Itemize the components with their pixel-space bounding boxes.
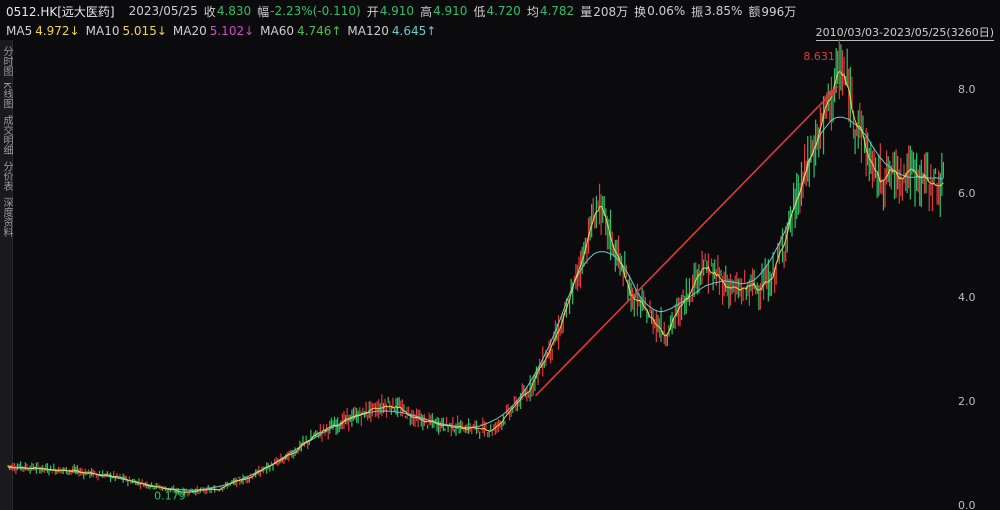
high-label: 高 xyxy=(420,4,433,19)
amplitude-value: 3.85% xyxy=(704,4,743,18)
ma5-line xyxy=(7,71,944,493)
ma5-value: 4.972↓ xyxy=(35,24,80,38)
tab-intraday[interactable]: 分时图 xyxy=(1,46,12,76)
change-value: -2.23%(-0.110) xyxy=(270,4,361,18)
turnover-value: 0.06% xyxy=(647,4,686,18)
ma-legend: MA5 4.972↓ MA10 5.015↓ MA20 5.102↓ MA60 4.74… xyxy=(0,22,1000,40)
ma120-value: 4.645↑ xyxy=(391,24,437,38)
amount-label: 额 xyxy=(748,4,761,19)
ma5-label: MA5 xyxy=(6,24,33,38)
symbol-name: 0512.HK[远大医药] xyxy=(6,4,115,19)
close-value: 4.830 xyxy=(216,4,252,18)
y-tick-label: 8.0 xyxy=(958,83,976,96)
high-value: 4.910 xyxy=(433,4,468,18)
change-label: 幅 xyxy=(257,4,270,19)
low-value: 4.720 xyxy=(486,4,521,18)
quote-header: 0512.HK[远大医药] 2023/05/25 收 4.830 幅 -2.23%(… xyxy=(0,0,1000,22)
ma20-label: MA20 xyxy=(172,24,207,38)
trend-arrow xyxy=(534,88,837,397)
low-label: 低 xyxy=(473,4,486,19)
tab-profile[interactable]: 深度资料 xyxy=(1,196,12,237)
ma20-value: 5.102↓ xyxy=(209,24,255,38)
close-label: 收 xyxy=(203,4,216,19)
open-value: 4.910 xyxy=(379,4,415,18)
volume-value: 208万 xyxy=(593,4,629,19)
trend-arrow-head xyxy=(827,85,839,98)
min-price-label: 0.179 xyxy=(154,490,186,503)
turnover-label: 换 xyxy=(634,4,647,19)
avg-label: 均 xyxy=(526,4,539,19)
ma10-value: 5.015↓ xyxy=(122,24,167,38)
y-tick-label: 6.0 xyxy=(958,187,976,200)
amplitude-label: 振 xyxy=(691,4,704,19)
quote-date: 2023/05/25 xyxy=(128,4,198,18)
date-range[interactable]: 2010/03/03-2023/05/25(3260日) xyxy=(815,26,994,41)
y-tick-label: 4.0 xyxy=(958,291,976,304)
open-label: 开 xyxy=(366,4,379,19)
avg-value: 4.782 xyxy=(539,4,575,18)
max-price-label: 8.631 xyxy=(803,50,835,63)
view-tabs: 分时图 K线图 成交明细 分价表 深度资料 xyxy=(0,40,13,510)
ma10-label: MA10 xyxy=(85,24,120,38)
ma60-label: MA60 xyxy=(260,24,294,38)
amount-value: 996万 xyxy=(761,4,797,19)
tab-price-table[interactable]: 分价表 xyxy=(1,160,12,191)
tab-trades[interactable]: 成交明细 xyxy=(1,114,12,155)
y-tick-label: 0.0 xyxy=(958,499,976,510)
ma60-value: 4.746↑ xyxy=(297,24,342,38)
y-tick-label: 2.0 xyxy=(958,395,976,408)
ma120-label: MA120 xyxy=(347,24,389,38)
tab-kline[interactable]: K线图 xyxy=(1,82,12,109)
volume-label: 量 xyxy=(580,4,593,19)
